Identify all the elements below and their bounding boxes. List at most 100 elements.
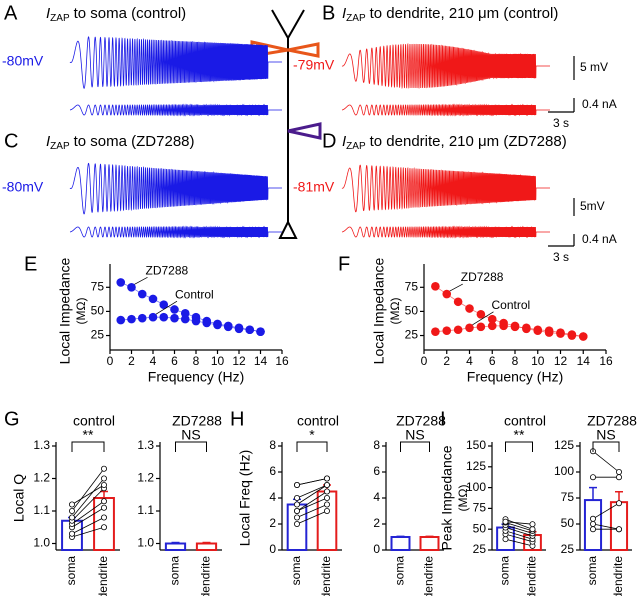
- x-tick-label: 2: [128, 354, 135, 368]
- pair-point: [101, 504, 108, 511]
- pair-point: [101, 524, 108, 531]
- y-axis-unit: (MΩ): [74, 298, 88, 325]
- data-point: [148, 294, 158, 304]
- resting-potential: -79mV: [293, 57, 335, 73]
- y-tick-label: 150: [466, 438, 486, 452]
- voltage-trace: [341, 42, 550, 90]
- data-point: [465, 323, 474, 333]
- panel-letter: D: [322, 130, 336, 152]
- y-axis-unit: (MΩ): [388, 298, 402, 325]
- bar: [419, 536, 440, 551]
- trace-title: IZAP to dendrite, 210 μm (ZD7288): [342, 133, 567, 152]
- x-tick-label: soma: [393, 556, 407, 586]
- pair-point: [101, 514, 108, 521]
- pair-point: [590, 474, 597, 481]
- y-tick-label: 25: [91, 328, 105, 342]
- data-point: [556, 328, 565, 337]
- y-tick-label: 125: [554, 438, 574, 452]
- data-point: [453, 297, 463, 307]
- significance-label: *: [309, 427, 315, 443]
- y-tick-label: 100: [554, 464, 574, 478]
- x-tick-label: 14: [254, 354, 268, 368]
- significance-bracket: [71, 441, 105, 452]
- trace-title: IZAP to soma (control): [46, 5, 186, 24]
- current-symbol: I: [342, 5, 346, 22]
- pair-line: [71, 468, 105, 512]
- current-subscript: ZAP: [346, 141, 366, 152]
- panel-letter: F: [338, 253, 350, 275]
- panel-letter: I: [440, 408, 446, 430]
- significance-bracket: [505, 441, 533, 452]
- x-tick-label: 6: [489, 354, 496, 368]
- bar: [609, 501, 629, 552]
- pair-line: [592, 523, 620, 530]
- pair-line: [296, 504, 328, 518]
- soma: [278, 219, 298, 239]
- data-point: [453, 325, 463, 335]
- pair-line: [71, 487, 105, 522]
- x-tick-label: 12: [232, 354, 246, 368]
- current-trace: [69, 225, 282, 239]
- time-scale-label: 3 s: [553, 250, 569, 264]
- x-tick-label: 10: [211, 354, 225, 368]
- significance-label: **: [83, 427, 94, 443]
- y-tick-label: 50: [561, 516, 575, 530]
- data-point: [137, 313, 147, 323]
- voltage-scale-label: 5 mV: [580, 60, 608, 74]
- x-tick-label: 4: [466, 354, 473, 368]
- y-tick-label: 1.1: [137, 503, 154, 517]
- pair-line: [592, 502, 620, 520]
- pair-line: [296, 484, 328, 505]
- x-tick-label: 14: [577, 354, 591, 368]
- pair-line: [296, 484, 328, 499]
- pair-line: [505, 538, 533, 547]
- current-subscript: ZAP: [50, 141, 70, 152]
- x-tick-label: soma: [585, 556, 599, 586]
- significance-bracket: [296, 441, 328, 452]
- panel-letter: E: [24, 253, 37, 275]
- x-tick-label: dendrite: [422, 556, 436, 596]
- pair-point: [69, 514, 76, 521]
- voltage-trace: [69, 162, 282, 215]
- data-point: [442, 326, 452, 336]
- x-tick-label: soma: [289, 556, 303, 586]
- data-point: [476, 322, 486, 332]
- pair-point: [323, 481, 330, 488]
- y-axis-label: Local Impedance: [57, 257, 73, 364]
- pair-point: [590, 521, 597, 528]
- pair-line: [505, 524, 533, 534]
- time-scale-label: 3 s: [553, 116, 569, 130]
- data-point: [510, 322, 520, 332]
- x-tick-label: 6: [171, 354, 178, 368]
- pair-line: [296, 491, 328, 512]
- data-point: [234, 324, 244, 334]
- pair-point: [323, 507, 330, 514]
- resting-potential: -81mV: [293, 179, 335, 195]
- data-point: [487, 321, 497, 331]
- y-tick-label: 75: [405, 279, 419, 293]
- x-tick-label: 8: [512, 354, 519, 368]
- x-tick-label: 12: [554, 354, 568, 368]
- pair-line: [71, 478, 105, 518]
- y-tick-label: 25: [561, 542, 575, 556]
- pair-point: [293, 501, 300, 508]
- pair-line: [71, 484, 105, 505]
- pair-line: [296, 497, 328, 512]
- x-tick-label: soma: [498, 556, 512, 586]
- bar: [390, 536, 411, 551]
- pair-line: [505, 521, 533, 525]
- data-point: [170, 313, 179, 323]
- y-tick-label: 6: [373, 464, 380, 478]
- data-point: [487, 314, 497, 324]
- x-tick-label: 0: [421, 354, 428, 368]
- y-tick-label: 1.0: [137, 536, 154, 550]
- pair-point: [293, 494, 300, 501]
- pair-point: [101, 498, 108, 505]
- voltage-trace: [69, 36, 282, 89]
- pair-point: [101, 475, 108, 482]
- pair-point: [101, 465, 108, 472]
- chart-title: control: [504, 413, 546, 429]
- y-axis-label: Peak Impedance: [439, 445, 455, 550]
- data-point: [544, 326, 554, 336]
